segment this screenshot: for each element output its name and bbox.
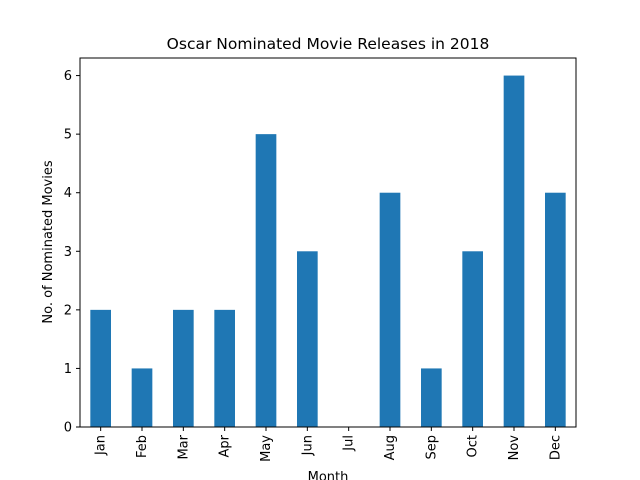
x-tick-label: Feb (135, 435, 150, 458)
x-tick-label: Mar (176, 434, 191, 459)
bar-nov (503, 75, 525, 427)
y-tick-label: 4 (64, 186, 72, 201)
y-tick-label: 1 (64, 362, 72, 377)
x-tick-label: May (259, 435, 274, 462)
x-tick-label: Jun (300, 435, 315, 456)
x-axis-label: Month (308, 470, 349, 480)
x-tick-label: Nov (507, 435, 522, 461)
bar-apr (214, 309, 235, 427)
bar-aug (379, 192, 401, 427)
y-tick-label: 3 (64, 245, 72, 260)
bar-jun (297, 251, 318, 427)
bar-mar (173, 309, 194, 427)
x-tick-label: Jul (342, 435, 357, 452)
bar-oct (462, 251, 483, 427)
y-tick-label: 5 (64, 128, 72, 143)
bar-jan (90, 309, 111, 427)
x-tick-label: Apr (218, 434, 233, 457)
chart-title: Oscar Nominated Movie Releases in 2018 (167, 35, 490, 53)
x-tick-label: Oct (466, 435, 481, 457)
bar-group (90, 75, 566, 427)
x-axis: Jan Feb Mar Apr May Jun Jul Aug Sep Oct Nov Dec (94, 427, 563, 462)
y-tick-label: 0 (64, 421, 72, 436)
x-tick-label: Dec (548, 435, 563, 460)
bar-sep (421, 368, 442, 427)
x-tick-label: Sep (424, 435, 439, 460)
y-tick-label: 6 (64, 69, 72, 84)
bar-feb (131, 368, 153, 427)
y-axis-label: No. of Nominated Movies (41, 160, 56, 323)
bar-dec (545, 192, 566, 427)
bar-may (255, 134, 277, 427)
y-axis: 0 1 2 3 4 5 6 (64, 69, 80, 436)
x-tick-label: Jan (94, 435, 109, 456)
y-tick-label: 2 (64, 303, 72, 318)
plot-frame (79, 57, 577, 428)
x-tick-label: Aug (383, 435, 398, 460)
